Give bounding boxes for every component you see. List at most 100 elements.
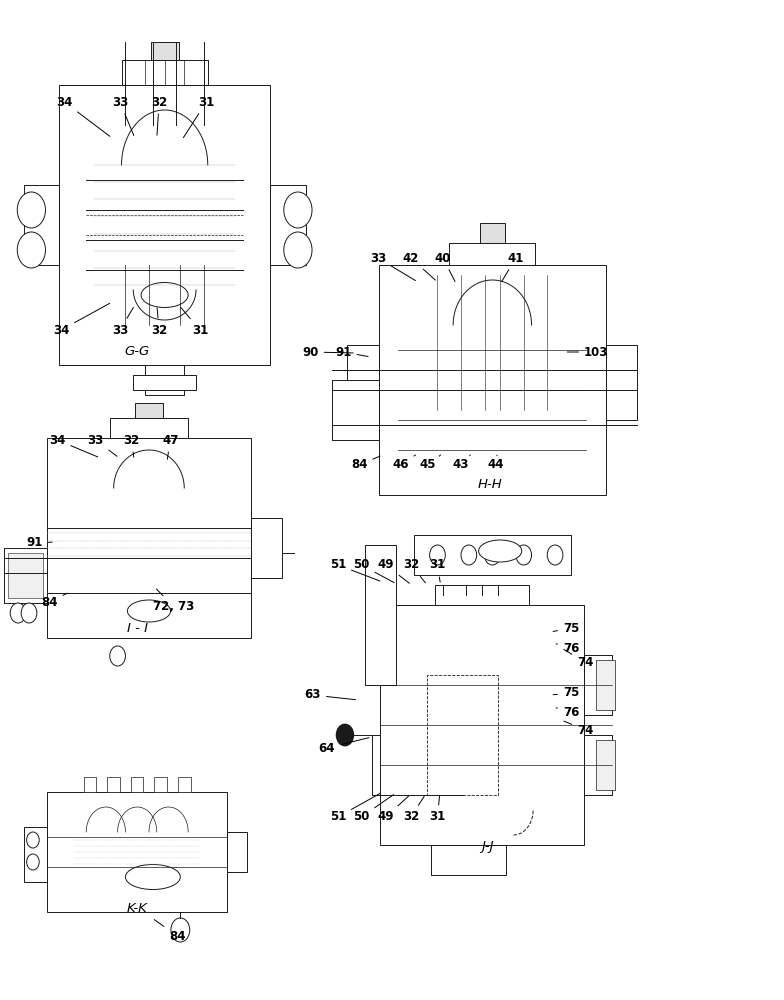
Circle shape <box>485 545 500 565</box>
Bar <box>380 605 584 845</box>
Bar <box>122 60 208 85</box>
Text: 91: 91 <box>27 536 52 550</box>
Text: 74: 74 <box>564 721 593 736</box>
Text: 31: 31 <box>430 558 445 582</box>
Circle shape <box>516 545 532 565</box>
Circle shape <box>17 232 45 268</box>
Circle shape <box>171 918 190 942</box>
Circle shape <box>21 603 37 623</box>
Text: 33: 33 <box>112 307 133 336</box>
Circle shape <box>27 832 39 848</box>
Bar <box>227 832 247 872</box>
Circle shape <box>110 646 125 666</box>
Bar <box>270 185 306 265</box>
Text: 44: 44 <box>487 455 504 472</box>
Text: 91: 91 <box>336 346 368 359</box>
Bar <box>84 777 96 792</box>
Text: K-K: K-K <box>127 902 147 915</box>
Text: 47: 47 <box>162 434 178 459</box>
Bar <box>59 85 270 365</box>
Bar <box>8 553 43 598</box>
Circle shape <box>284 232 312 268</box>
Text: 84: 84 <box>41 593 67 608</box>
Bar <box>178 777 191 792</box>
Ellipse shape <box>125 864 180 890</box>
Bar <box>131 777 143 792</box>
Text: 42: 42 <box>403 251 435 280</box>
Text: 32: 32 <box>151 96 167 135</box>
Bar <box>414 535 571 575</box>
Text: 45: 45 <box>419 455 441 472</box>
Bar <box>435 585 529 605</box>
Bar <box>431 845 506 875</box>
Text: 84: 84 <box>154 920 186 942</box>
Text: J-J: J-J <box>481 840 494 853</box>
Bar <box>606 345 637 420</box>
Text: 34: 34 <box>49 434 98 457</box>
Text: 72, 73: 72, 73 <box>154 589 194 613</box>
Bar <box>24 827 47 882</box>
Bar <box>480 223 505 243</box>
Text: 32: 32 <box>403 558 426 583</box>
Bar <box>449 243 535 265</box>
Bar <box>151 42 179 60</box>
Circle shape <box>430 545 445 565</box>
Text: 43: 43 <box>453 455 470 472</box>
Text: 76: 76 <box>556 642 579 654</box>
Bar <box>154 777 167 792</box>
Text: 74: 74 <box>564 649 593 668</box>
Text: 41: 41 <box>502 251 524 282</box>
Circle shape <box>284 192 312 228</box>
Text: I - I: I - I <box>127 622 147 635</box>
Text: 31: 31 <box>430 796 445 824</box>
Bar <box>47 792 227 912</box>
Bar <box>24 185 59 265</box>
Circle shape <box>337 725 353 745</box>
Bar <box>332 380 379 440</box>
Text: G-G: G-G <box>125 345 150 358</box>
Text: 31: 31 <box>183 96 214 138</box>
Text: 40: 40 <box>435 251 455 282</box>
Circle shape <box>10 603 26 623</box>
Text: 34: 34 <box>53 303 110 336</box>
Text: 32: 32 <box>151 308 167 336</box>
Bar <box>347 345 379 420</box>
Text: H-H: H-H <box>477 478 503 491</box>
Text: 75: 75 <box>554 686 579 700</box>
Text: 32: 32 <box>124 434 140 457</box>
Text: 90: 90 <box>303 346 353 359</box>
Bar <box>135 403 163 418</box>
Bar <box>596 740 615 790</box>
Text: 64: 64 <box>318 738 369 754</box>
Text: 32: 32 <box>403 796 424 824</box>
Bar <box>110 418 188 438</box>
Text: 33: 33 <box>112 96 134 135</box>
Ellipse shape <box>127 600 171 622</box>
Bar <box>379 265 606 495</box>
Bar <box>584 655 612 715</box>
Text: 50: 50 <box>354 795 394 824</box>
Text: 51: 51 <box>330 558 380 581</box>
Bar <box>4 548 47 603</box>
Ellipse shape <box>478 540 521 562</box>
Text: 33: 33 <box>370 251 416 281</box>
Bar <box>107 777 120 792</box>
Text: 46: 46 <box>392 455 416 472</box>
Text: 50: 50 <box>354 558 394 583</box>
Text: 84: 84 <box>350 456 380 472</box>
Text: 63: 63 <box>305 688 355 702</box>
Bar <box>365 545 396 685</box>
Bar <box>47 438 251 638</box>
Text: 76: 76 <box>556 706 579 718</box>
Text: 49: 49 <box>377 558 409 583</box>
Bar <box>584 735 612 795</box>
Bar <box>251 518 282 578</box>
Circle shape <box>547 545 563 565</box>
Text: 49: 49 <box>377 796 408 824</box>
Bar <box>427 675 498 795</box>
Text: 75: 75 <box>553 621 579 635</box>
Circle shape <box>27 854 39 870</box>
Circle shape <box>17 192 45 228</box>
Text: 33: 33 <box>88 434 117 456</box>
Text: 103: 103 <box>568 346 608 359</box>
